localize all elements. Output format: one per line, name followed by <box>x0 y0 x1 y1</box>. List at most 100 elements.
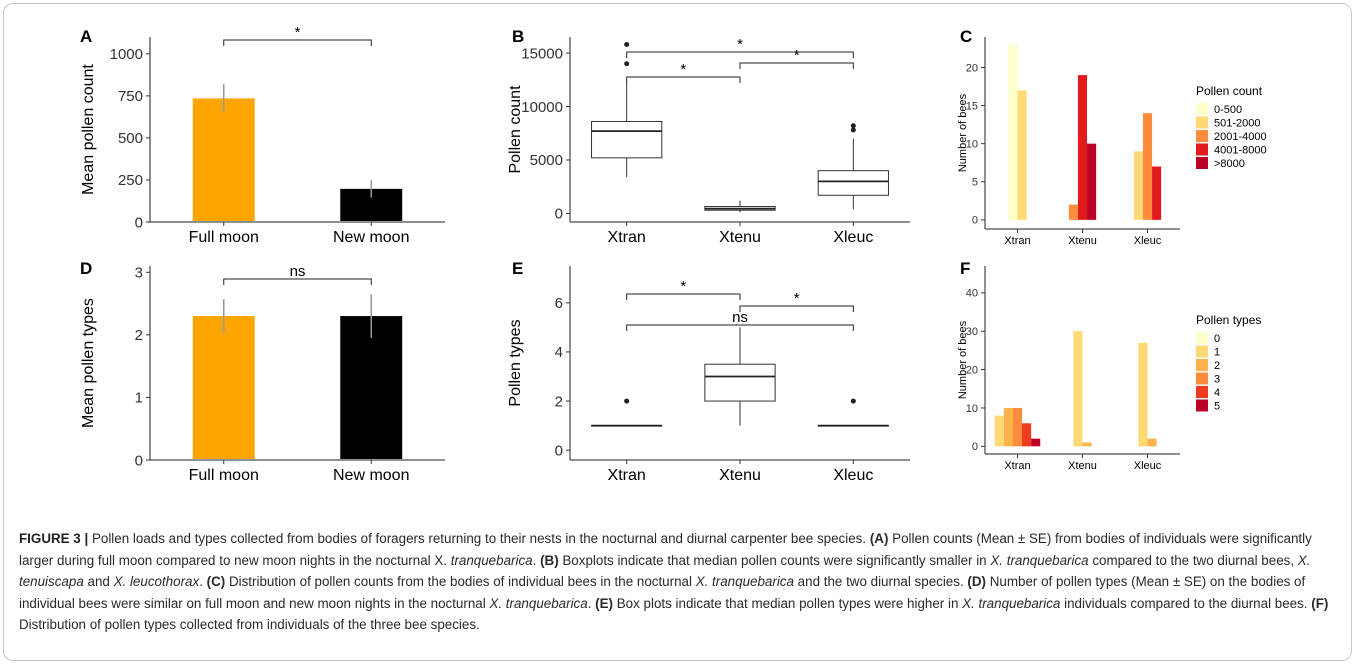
y-tick-label: 250 <box>118 172 143 189</box>
panel-letter: F <box>960 259 970 278</box>
caption-segment: and <box>83 574 114 589</box>
caption-segment: individuals compared to the diurnal bees… <box>1060 595 1312 611</box>
significance-label: * <box>680 278 686 295</box>
caption-segment: and the two diurnal species. <box>793 574 968 589</box>
caption-segment: (E) <box>595 595 614 611</box>
y-tick-label: 20 <box>966 62 978 74</box>
box-outlier <box>850 127 856 133</box>
legend-label: >8000 <box>1214 158 1245 170</box>
box-outlier <box>624 41 630 47</box>
y-tick-label: 4 <box>555 344 563 361</box>
x-tick-label: Xleuc <box>1134 460 1162 472</box>
bar <box>1147 438 1157 447</box>
significance-label: ns <box>290 263 306 280</box>
y-tick-label: 10 <box>966 403 978 415</box>
significance-bracket <box>626 324 854 331</box>
y-tick-label: 1 <box>135 390 143 407</box>
bar <box>1082 442 1092 447</box>
x-tick-label: Full moon <box>189 467 259 484</box>
caption-segment: . <box>199 574 207 589</box>
significance-label: * <box>794 47 800 64</box>
x-tick-label: Xleuc <box>1134 235 1162 247</box>
legend-swatch <box>1196 386 1208 398</box>
legend-label: 0 <box>1214 333 1220 345</box>
significance-bracket <box>223 278 372 285</box>
y-tick-label: 0 <box>135 452 143 469</box>
y-axis-label: Number of bees <box>957 93 969 172</box>
box-outlier <box>850 398 856 404</box>
y-tick-label: 0 <box>555 442 563 459</box>
significance-bracket <box>739 305 854 312</box>
bar <box>1073 331 1083 447</box>
bar <box>1068 204 1078 220</box>
box-outlier <box>624 61 630 67</box>
bar <box>1138 342 1148 447</box>
caption-segment: X. leucothorax <box>113 574 200 589</box>
y-tick-label: 3 <box>135 265 143 282</box>
y-tick-label: 0 <box>972 215 978 227</box>
y-tick-label: 0 <box>135 214 143 231</box>
legend-label: 0-500 <box>1214 104 1242 116</box>
y-tick-label: 15 <box>966 100 978 112</box>
caption-segment: (C) <box>206 574 226 589</box>
legend-swatch <box>1196 359 1208 371</box>
bar <box>1008 44 1018 220</box>
legend-swatch <box>1196 143 1208 156</box>
box <box>591 120 663 159</box>
y-tick-label: 2 <box>135 327 143 344</box>
legend-swatch <box>1196 116 1208 129</box>
x-tick-label: New moon <box>333 229 409 246</box>
caption-segment: (D) <box>967 574 986 589</box>
caption-segment: X. tenuiscapa <box>19 552 1311 590</box>
caption-segment: tranquebarica <box>450 552 533 568</box>
bar <box>1012 407 1023 447</box>
caption-segment: Number of pollen types (Mean ± SE) on th… <box>19 574 1306 611</box>
x-tick-label: Xtenu <box>719 467 761 484</box>
caption-segment: Boxplots indicate that median pollen cou… <box>558 552 991 568</box>
caption-text: Pollen loads and types collected from bo… <box>19 531 1328 632</box>
legend-swatch <box>1196 332 1208 344</box>
bar <box>192 316 255 459</box>
significance-bracket <box>626 76 741 83</box>
box <box>704 363 776 402</box>
legend-label: 2001-4000 <box>1214 131 1267 143</box>
y-tick-label: 5 <box>972 177 978 189</box>
legend-title: Pollen types <box>1196 313 1261 327</box>
legend-swatch <box>1196 399 1208 412</box>
panel-a: A 0 250 500 750 1000 Mean pollen count Full moo… <box>80 24 445 246</box>
y-tick-label: 15000 <box>521 45 563 62</box>
panel-d: D 0 1 2 3 Mean pollen types Full moon New moon n… <box>80 259 445 484</box>
y-tick-label: 0 <box>972 441 978 453</box>
x-tick-label: Xtran <box>1004 460 1030 472</box>
y-tick-label: 10000 <box>521 99 563 116</box>
figure-caption: FIGURE 3 | Pollen loads and types collec… <box>19 528 1337 636</box>
significance-bracket <box>626 293 741 300</box>
caption-segment: (F) <box>1311 595 1329 611</box>
y-tick-label: 0 <box>555 206 563 223</box>
legend-title: Pollen count <box>1196 84 1263 98</box>
bar <box>1077 75 1088 220</box>
y-tick-label: 40 <box>966 288 978 300</box>
caption-segment: Distribution of pollen counts from the b… <box>225 574 696 589</box>
caption-segment: Box plots indicate that median pollen ty… <box>613 595 963 611</box>
x-tick-label: Xtran <box>608 467 646 484</box>
legend-label: 1 <box>1214 347 1220 359</box>
caption-label: FIGURE 3 | <box>19 531 89 546</box>
legend-label: 2 <box>1214 360 1220 372</box>
legend-swatch <box>1196 157 1208 169</box>
bar <box>1142 113 1153 220</box>
x-tick-label: Xtenu <box>1068 235 1097 247</box>
panel-letter: E <box>512 259 523 278</box>
y-tick-label: 20 <box>966 364 978 376</box>
significance-label: * <box>794 290 800 307</box>
legend-swatch <box>1196 130 1208 142</box>
y-axis-label: Number of bees <box>957 320 969 399</box>
panel-letter: D <box>80 259 92 278</box>
bar <box>192 98 255 221</box>
bar <box>1133 151 1143 220</box>
legend-label: 4 <box>1214 387 1220 399</box>
caption-segment: . <box>587 595 596 611</box>
legend-swatch <box>1196 103 1208 115</box>
y-axis-label: Mean pollen count <box>80 64 97 195</box>
